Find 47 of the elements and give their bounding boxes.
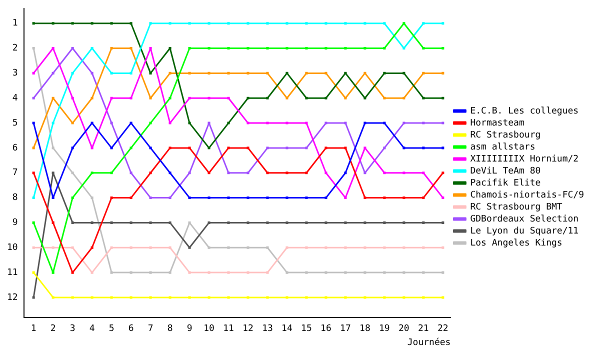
y-tick-label: 4 xyxy=(12,93,18,104)
x-axis-title: Journées xyxy=(407,336,451,348)
y-tick-label: 7 xyxy=(12,168,18,178)
legend-label: Hormasteam xyxy=(470,118,524,128)
legend-label: asm allstars xyxy=(470,142,536,152)
x-tick-label: 17 xyxy=(340,324,351,334)
y-tick-label: 3 xyxy=(12,68,18,79)
legend-label: E.C.B. Les collegues xyxy=(470,106,579,116)
x-tick-label: 13 xyxy=(262,324,273,334)
y-tick-label: 10 xyxy=(6,242,18,253)
legend-label: Le Lyon du Square/11 xyxy=(470,226,579,236)
x-tick-label: 11 xyxy=(223,324,234,334)
x-tick-label: 12 xyxy=(242,324,254,334)
x-tick-label: 6 xyxy=(128,324,134,334)
x-tick-label: 2 xyxy=(50,324,56,334)
x-tick-label: 10 xyxy=(204,324,214,334)
y-tick-label: 12 xyxy=(6,292,18,303)
legend-label: XIIIIIIIIX Hornium/2 xyxy=(470,154,579,164)
x-tick-label: 7 xyxy=(148,324,154,334)
legend-label: Chamois-niortais-FC/9 xyxy=(470,190,584,200)
x-tick-label: 22 xyxy=(437,324,448,334)
legend-label: RC Strasbourg BMT xyxy=(470,202,563,212)
legend-label: RC Strasbourg xyxy=(470,130,541,140)
legend-label: Los Angeles Kings xyxy=(470,238,562,248)
y-tick-label: 6 xyxy=(12,143,18,154)
x-tick-label: 21 xyxy=(418,324,429,334)
legend-label: Pacifik Elite xyxy=(470,178,541,188)
x-tick-label: 15 xyxy=(301,324,312,334)
x-tick-label: 18 xyxy=(360,324,370,334)
x-tick-label: 4 xyxy=(89,324,95,334)
x-tick-label: 1 xyxy=(30,324,36,334)
x-tick-label: 3 xyxy=(70,324,76,334)
y-tick-label: 8 xyxy=(12,193,18,204)
x-tick-label: 20 xyxy=(398,324,410,334)
y-tick-label: 2 xyxy=(12,44,18,54)
x-tick-label: 16 xyxy=(320,324,332,334)
legend-label: DeViL TeAm 80 xyxy=(470,166,541,176)
legend-label: GDBordeaux Selection xyxy=(470,214,579,224)
y-tick-label: 9 xyxy=(12,218,18,228)
x-tick-label: 19 xyxy=(379,324,390,334)
x-tick-label: 9 xyxy=(186,324,192,334)
y-tick-label: 1 xyxy=(12,18,18,29)
y-tick-label: 11 xyxy=(6,268,18,278)
x-tick-label: 14 xyxy=(282,324,292,334)
x-tick-label: 5 xyxy=(108,324,114,334)
y-tick-label: 5 xyxy=(12,118,18,128)
x-tick-label: 8 xyxy=(167,324,173,334)
